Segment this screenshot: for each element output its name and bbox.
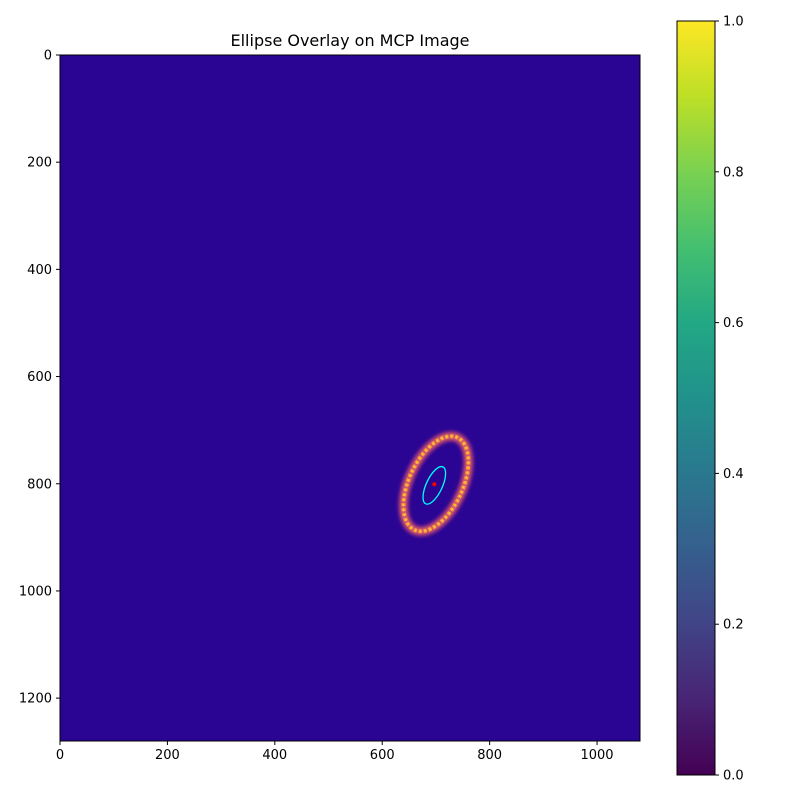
colorbar-tick-label: 0.8 — [723, 165, 744, 180]
colorbar-tick-label: 0.0 — [723, 769, 744, 784]
plot-area — [59, 54, 641, 742]
x-tick-label: 1000 — [580, 748, 613, 763]
x-tick-label: 200 — [155, 748, 180, 763]
colorbar-tick-label: 0.2 — [723, 618, 744, 633]
ring-group — [398, 431, 473, 536]
center-marker — [432, 482, 437, 487]
colorbar-tick-label: 1.0 — [723, 15, 744, 30]
x-axis: 0 200 400 600 800 1000 — [56, 741, 614, 763]
y-tick-label: 1000 — [19, 584, 52, 599]
mcp-image — [60, 55, 640, 741]
y-tick-label: 400 — [27, 263, 52, 278]
colorbar: 0.0 0.2 0.4 0.6 0.8 1.0 — [676, 15, 744, 784]
x-tick-label: 0 — [56, 748, 64, 763]
x-tick-label: 800 — [477, 748, 502, 763]
colorbar-tick-label: 0.6 — [723, 316, 744, 331]
ellipse-overlay — [422, 465, 447, 505]
y-tick-label: 600 — [27, 370, 52, 385]
x-tick-label: 400 — [262, 748, 287, 763]
ring-highlight — [402, 435, 470, 532]
chart-title: Ellipse Overlay on MCP Image — [231, 31, 470, 50]
plot-frame — [59, 54, 641, 742]
colorbar-tick-label: 0.4 — [723, 467, 744, 482]
y-tick-label: 0 — [44, 49, 52, 64]
y-axis: 0 200 400 600 800 1000 1200 — [19, 49, 60, 707]
x-tick-label: 600 — [370, 748, 395, 763]
colorbar-gradient — [676, 20, 716, 776]
colorbar-ticks: 0.0 0.2 0.4 0.6 0.8 1.0 — [715, 15, 744, 784]
y-tick-label: 1200 — [19, 692, 52, 707]
y-tick-label: 200 — [27, 156, 52, 171]
y-tick-label: 800 — [27, 477, 52, 492]
